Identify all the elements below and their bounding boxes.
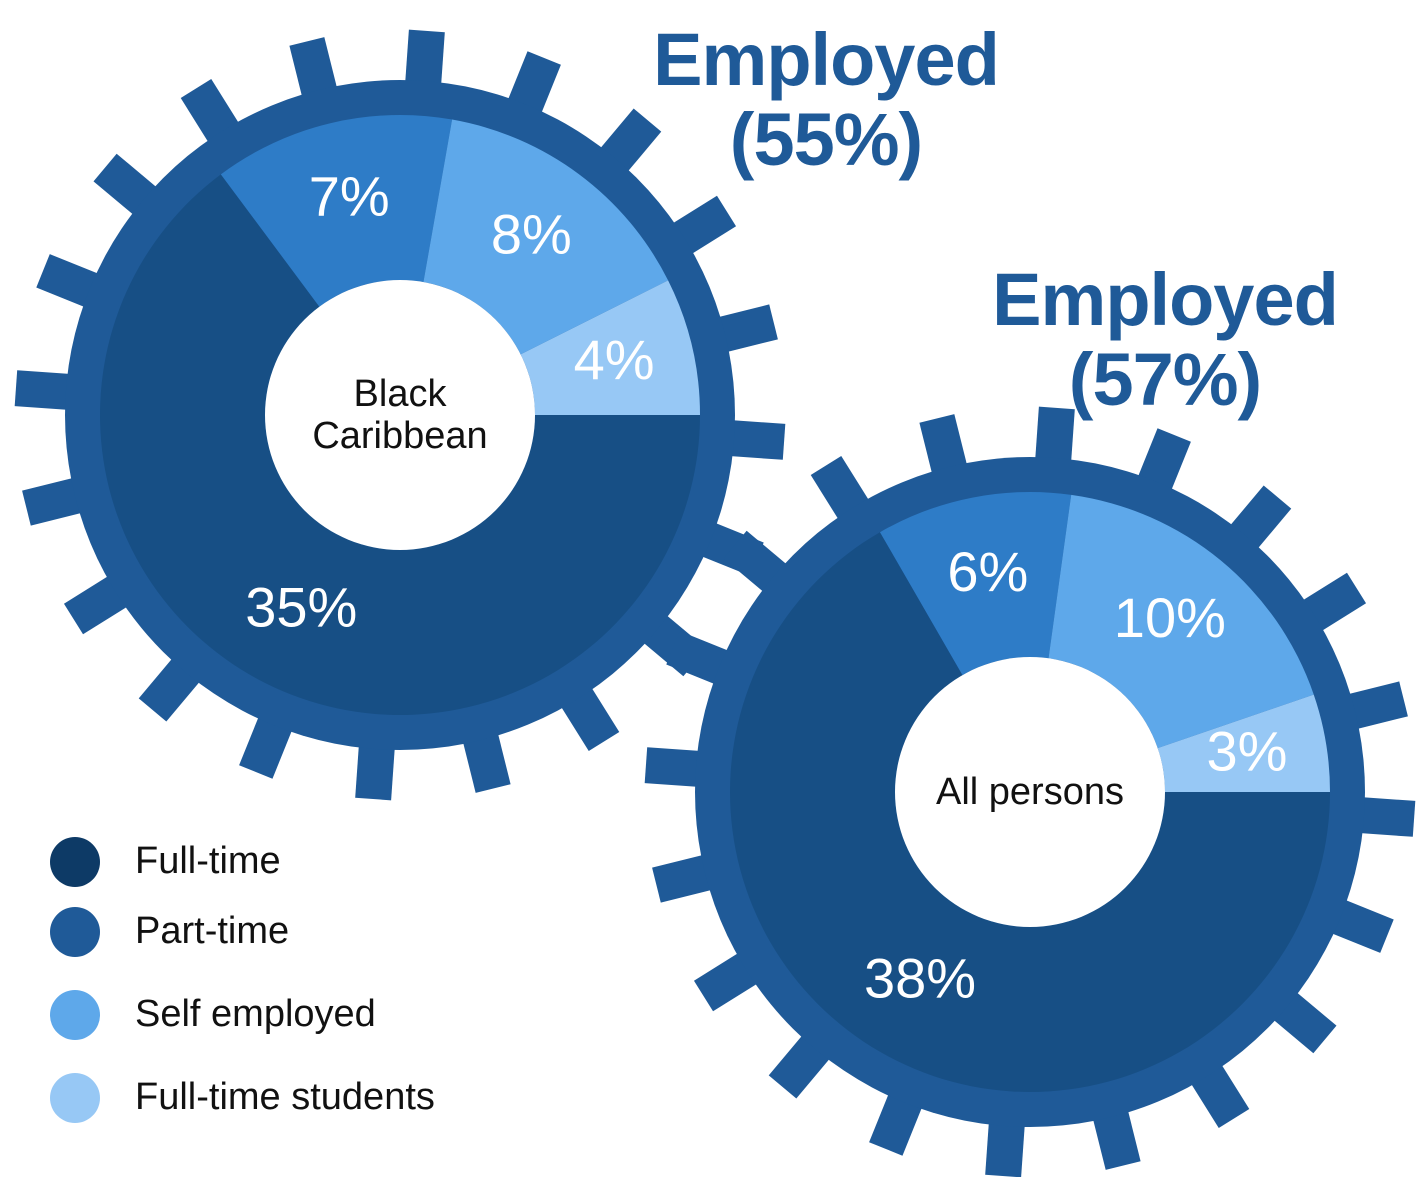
chart-title: Employed (57%): [992, 258, 1339, 421]
legend-label: Self employed: [135, 993, 376, 1035]
legend-swatch: [50, 837, 100, 887]
value-label: 6%: [947, 540, 1028, 603]
value-label: 7%: [309, 165, 390, 228]
donut-hole: [895, 657, 1165, 927]
slice: [1048, 494, 1314, 749]
legend-label: Full-time students: [135, 1076, 435, 1118]
value-label: 3%: [1207, 720, 1288, 783]
legend-label: Full-time: [135, 840, 281, 882]
donut-hole: [265, 280, 535, 550]
slice: [423, 119, 669, 355]
slice: [880, 492, 1072, 676]
slice: [220, 115, 453, 307]
center-label: Black Caribbean: [312, 373, 488, 457]
value-label: 10%: [1114, 586, 1226, 649]
value-label: 38%: [864, 946, 976, 1009]
center-label: All persons: [936, 771, 1124, 813]
slice: [730, 532, 1330, 1092]
slice: [100, 174, 700, 715]
legend-swatch: [50, 990, 100, 1040]
value-label: 4%: [574, 328, 655, 391]
slice: [520, 280, 700, 415]
legend-swatch: [50, 907, 100, 957]
legend-label: Part-time: [135, 910, 290, 952]
chart-title: Employed (55%): [653, 18, 1000, 181]
slice: [1157, 694, 1330, 792]
legend-swatch: [50, 1073, 100, 1123]
value-label: 8%: [491, 202, 572, 265]
value-label: 35%: [245, 575, 357, 638]
